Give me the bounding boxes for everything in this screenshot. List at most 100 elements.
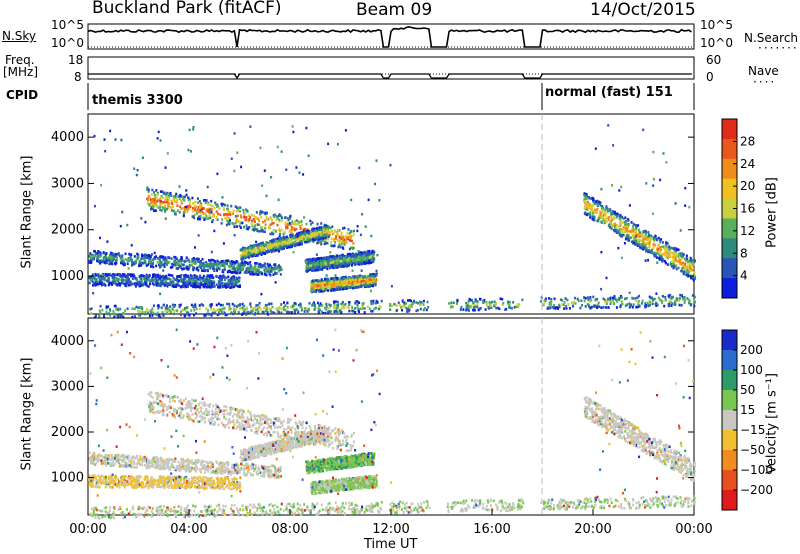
data-cell [596, 304, 599, 308]
data-cell [624, 227, 627, 230]
data-cell [319, 261, 322, 265]
data-cell [246, 209, 249, 212]
data-cell [666, 251, 669, 255]
data-cell [646, 247, 648, 250]
data-cell [335, 235, 337, 238]
data-cell [202, 261, 205, 265]
data-cell [286, 306, 289, 309]
data-cell [265, 215, 268, 219]
data-cell [191, 281, 194, 285]
data-cell [112, 253, 115, 257]
data-cell [335, 280, 337, 284]
data-cell [213, 280, 216, 283]
data-cell [362, 279, 365, 283]
data-cell [624, 237, 627, 241]
data-cell [199, 214, 202, 218]
data-cell [107, 283, 110, 287]
data-cell [470, 299, 473, 302]
data-cell [226, 270, 229, 274]
data-cell [167, 273, 170, 277]
data-cell [658, 254, 661, 258]
data-cell [199, 206, 202, 209]
data-cell [340, 231, 343, 235]
data-cell [175, 257, 178, 260]
data-cell [202, 276, 205, 280]
data-cell [102, 251, 105, 254]
data-cell [359, 278, 362, 281]
data-cell [611, 218, 614, 221]
data-cell [255, 211, 258, 214]
data-cell [226, 259, 229, 262]
data-cell [119, 275, 122, 278]
data-cell [617, 230, 620, 234]
data-cell [134, 259, 137, 263]
data-cell [126, 281, 129, 285]
data-cell [125, 284, 128, 288]
data-cell [144, 259, 147, 263]
data-cell [332, 284, 335, 287]
data-cell [621, 231, 624, 234]
data-cell [368, 261, 370, 265]
data-cell [140, 254, 143, 258]
data-cell [197, 201, 200, 205]
data-cell [286, 226, 289, 230]
data-cell [675, 267, 678, 271]
data-cell [96, 251, 99, 255]
data-cell [596, 210, 598, 214]
data-cell [161, 190, 164, 193]
data-cell [664, 295, 667, 299]
data-cell [300, 308, 303, 312]
data-cell [331, 257, 334, 261]
data-cell [312, 235, 315, 239]
data-cell [340, 284, 343, 288]
data-cell [234, 205, 237, 208]
data-cell [139, 284, 142, 287]
data-cell [137, 253, 140, 257]
data-cell [152, 262, 154, 265]
data-cell [252, 245, 255, 248]
data-cell [254, 311, 257, 315]
data-cell [344, 238, 347, 242]
data-cell [688, 263, 691, 266]
data-cell [624, 221, 627, 224]
data-cell [683, 270, 686, 274]
data-cell [296, 232, 299, 236]
data-cell [624, 304, 627, 307]
data-cell [630, 240, 633, 244]
data-cell [202, 304, 205, 307]
data-cell [106, 279, 108, 282]
data-cell [271, 218, 273, 222]
data-cell [141, 274, 144, 278]
data-cell [288, 311, 291, 314]
data-cell [278, 264, 280, 267]
data-cell [239, 248, 242, 252]
data-cell [296, 243, 298, 246]
data-cell [175, 192, 178, 196]
data-cell [353, 276, 356, 279]
data-cell [192, 206, 194, 210]
data-cell [659, 240, 662, 244]
data-cell [103, 260, 106, 264]
data-cell [647, 250, 650, 254]
data-cell [88, 255, 91, 258]
data-cell [363, 258, 366, 262]
data-cell [329, 230, 332, 234]
data-cell [631, 229, 634, 233]
data-cell [272, 221, 275, 225]
data-cell [173, 309, 176, 313]
data-cell [339, 260, 342, 263]
data-cell [306, 267, 308, 271]
data-cell [310, 289, 313, 292]
data-cell [180, 278, 182, 281]
data-cell [365, 278, 368, 281]
data-cell [515, 305, 518, 309]
data-cell [207, 309, 210, 312]
data-cell [140, 264, 143, 267]
data-cell [209, 216, 212, 220]
data-cell [167, 204, 170, 208]
data-cell [355, 278, 358, 282]
data-cell [170, 263, 173, 266]
data-cell [210, 276, 213, 279]
data-cell [655, 251, 658, 255]
data-cell [264, 265, 267, 269]
